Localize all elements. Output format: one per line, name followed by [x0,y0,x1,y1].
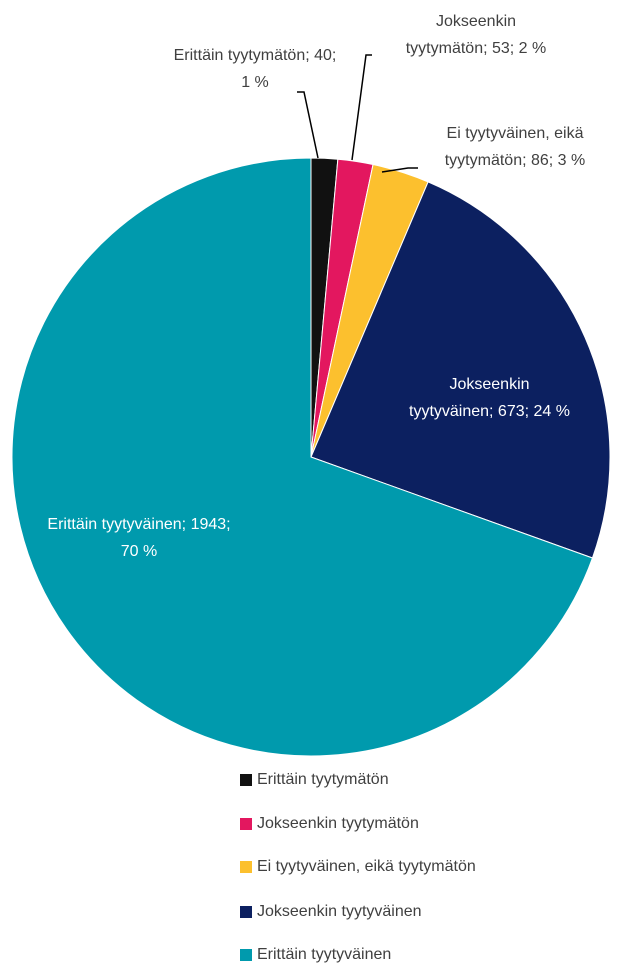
legend-label: Jokseenkin tyytyväinen [257,903,422,920]
legend-item: Erittäin tyytyväinen [240,946,391,964]
legend-item: Erittäin tyytymätön [240,771,389,789]
data-label: Ei tyytyväinen, eikä tyytymätön; 86; 3 % [444,125,586,169]
data-label: Erittäin tyytyväinen; 1943; 70 % [47,516,231,560]
data-label: Jokseenkin tyytyväinen; 673; 24 % [409,376,570,420]
leader-line [381,167,418,173]
legend-label: Erittäin tyytymätön [257,771,389,788]
data-label: Jokseenkin tyytymätön; 53; 2 % [405,13,547,57]
legend-swatch [240,949,252,961]
legend-swatch [240,861,252,873]
legend-swatch [240,818,252,830]
legend-item: Jokseenkin tyytymätön [240,815,419,833]
data-label: Erittäin tyytymätön; 40; 1 % [173,47,337,91]
legend-label: Jokseenkin tyytymätön [257,815,419,832]
pie-slice [310,181,611,559]
legend-swatch [240,774,252,786]
legend-label: Ei tyytyväinen, eikä tyytymätön [257,858,476,875]
legend-item: Jokseenkin tyytyväinen [240,903,422,921]
legend-label: Erittäin tyytyväinen [257,946,392,963]
leader-line [351,54,372,161]
legend-swatch [240,906,252,918]
leader-line [297,91,319,159]
legend-item: Ei tyytyväinen, eikä tyytymätön [240,858,476,876]
pie-slice [11,157,594,757]
